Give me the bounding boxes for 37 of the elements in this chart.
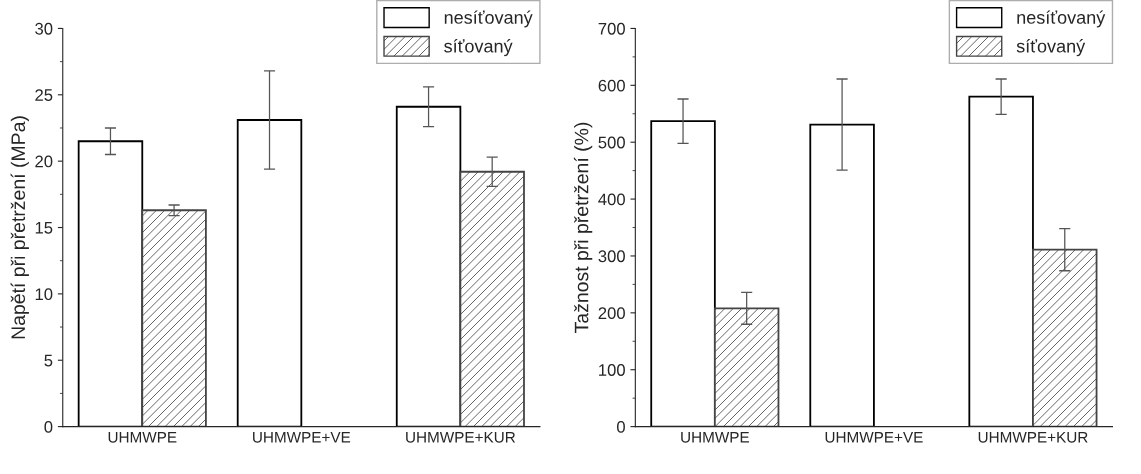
bar <box>395 105 462 427</box>
y-tick-label: 600 <box>598 79 625 92</box>
x-tick-label: UHMWPE <box>108 432 177 443</box>
y-tick-label: 25 <box>35 89 53 101</box>
legend-label: síťovaný <box>444 39 513 57</box>
y-axis-title: Tažnost při přetržení (%) <box>573 122 593 333</box>
legend-label: nesíťovaný <box>1017 10 1106 28</box>
y-tick-label: 700 <box>598 22 625 35</box>
y-tick-label: 20 <box>35 155 53 168</box>
y-tick-label: 5 <box>44 354 53 367</box>
x-tick-label: UHMWPE+KUR <box>406 432 516 443</box>
x-tick-label: UHMWPE+VE <box>253 432 351 443</box>
y-axis-title: Napětí při přetržení (MPa) <box>10 116 29 339</box>
y-tick-label: 300 <box>598 250 625 263</box>
legend-label: síťovaný <box>1016 39 1086 57</box>
bar <box>141 209 207 427</box>
y-tick-label: 0 <box>616 421 625 433</box>
y-tick-label: 400 <box>598 193 625 206</box>
bar <box>236 119 303 427</box>
y-tick-label: 10 <box>35 288 53 301</box>
bar <box>713 307 780 427</box>
x-tick-label: UHMWPE+VE <box>825 432 923 443</box>
bar <box>968 95 1034 427</box>
bar <box>650 120 716 427</box>
y-tick-label: 100 <box>599 364 625 376</box>
x-tick-label: UHMWPE <box>681 432 749 443</box>
bar <box>459 170 525 427</box>
y-tick-label: 500 <box>598 136 625 149</box>
y-tick-label: 15 <box>35 222 53 234</box>
bar <box>77 140 144 427</box>
y-tick-label: 30 <box>35 22 53 35</box>
bar <box>809 123 875 427</box>
legend-label: nesíťovaný <box>444 10 533 28</box>
y-tick-label: 200 <box>598 307 625 320</box>
bar <box>1032 248 1098 427</box>
x-tick-label: UHMWPE+KUR <box>978 432 1088 443</box>
y-tick-label: 0 <box>44 421 53 433</box>
